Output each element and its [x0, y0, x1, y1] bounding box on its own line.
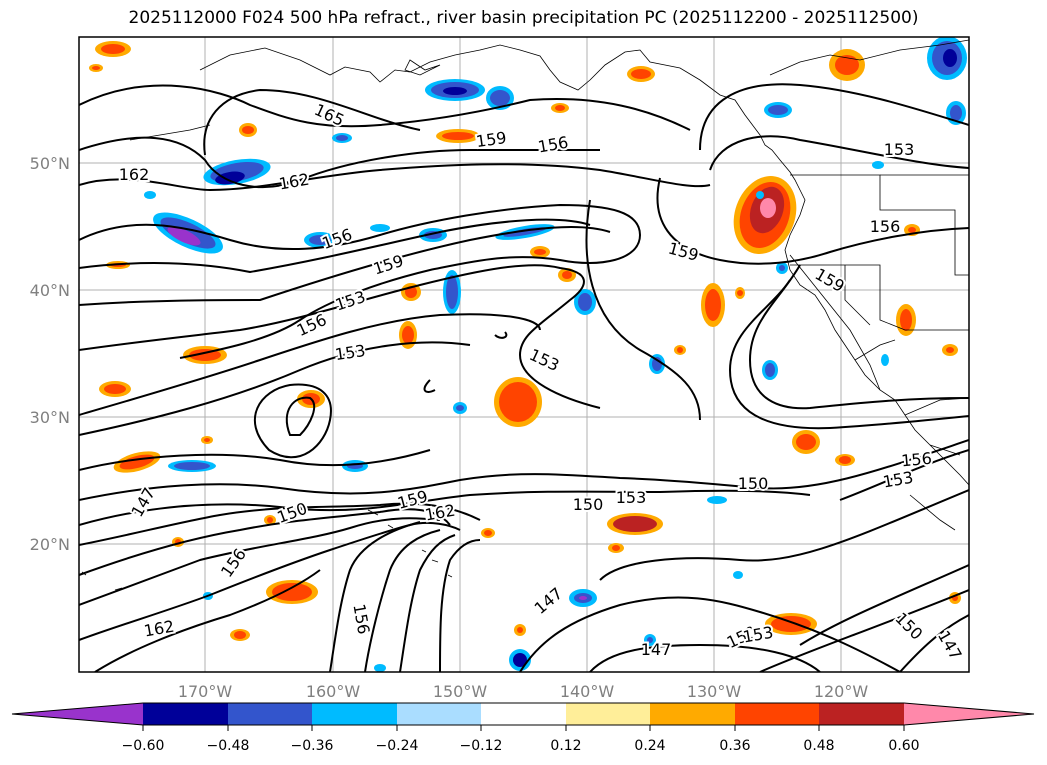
contour-label: 156: [870, 217, 901, 236]
gridlines: [79, 37, 969, 672]
contour-label: 150: [738, 474, 769, 493]
colorbar-tick-label: 0.60: [888, 738, 919, 754]
colorbar-segment: [12, 703, 143, 725]
contour-label: 156: [900, 449, 932, 471]
contour-label: 150: [573, 495, 604, 514]
colorbar-tick-label: 0.24: [634, 738, 665, 754]
lon-tick-label: 150°W: [433, 682, 488, 701]
contour-label: 162: [119, 165, 150, 184]
latitude-axis: 50°N 40°N 30°N 20°N: [30, 154, 70, 554]
colorbar-tick-label: −0.36: [291, 738, 334, 754]
lon-tick-label: 140°W: [560, 682, 615, 701]
lon-tick-label: 130°W: [687, 682, 742, 701]
colorbar-segment: [735, 703, 819, 725]
colorbar-segment: [566, 703, 650, 725]
map-title: 2025112000 F024 500 hPa refract., river …: [128, 8, 919, 28]
lat-tick-label: 40°N: [30, 281, 70, 300]
colorbar-segment: [397, 703, 481, 725]
lat-tick-label: 20°N: [30, 535, 70, 554]
lat-tick-label: 30°N: [30, 408, 70, 427]
coastlines: [81, 39, 969, 591]
colorbar-segment: [650, 703, 735, 725]
lon-tick-label: 120°W: [814, 682, 869, 701]
colorbar-tick-label: 0.12: [550, 738, 581, 754]
refractivity-contours: [79, 83, 969, 672]
colorbar-segment: [819, 703, 904, 725]
contour-label: 153: [884, 140, 915, 159]
colorbar-segment: [481, 703, 566, 725]
colorbar: −0.60 −0.48 −0.36 −0.24 −0.12 0.12 0.24 …: [11, 702, 1035, 754]
colorbar-tick-label: 0.48: [803, 738, 834, 754]
colorbar-tick-label: −0.12: [460, 738, 503, 754]
colorbar-tick-label: −0.60: [122, 738, 165, 754]
contour-label: 153: [616, 488, 647, 507]
lon-tick-label: 170°W: [178, 682, 233, 701]
colorbar-tick-label: 0.36: [719, 738, 750, 754]
colorbar-segment: [228, 703, 312, 725]
colorbar-segment: [312, 703, 397, 725]
lon-tick-label: 160°W: [306, 682, 361, 701]
colorbar-tick-label: −0.48: [207, 738, 250, 754]
map-frame: [78, 36, 970, 673]
colorbar-tick-label: −0.24: [376, 738, 419, 754]
positive-anomaly: [89, 41, 961, 641]
contour-label: 147: [641, 640, 672, 659]
longitude-axis: 170°W 160°W 150°W 140°W 130°W 120°W: [178, 682, 869, 701]
lat-tick-label: 50°N: [30, 154, 70, 173]
map-area: 165 162 162 159 156 153 156 159 153 156 …: [79, 37, 969, 672]
colorbar-segment: [143, 703, 228, 725]
colorbar-segment: [904, 703, 1034, 725]
